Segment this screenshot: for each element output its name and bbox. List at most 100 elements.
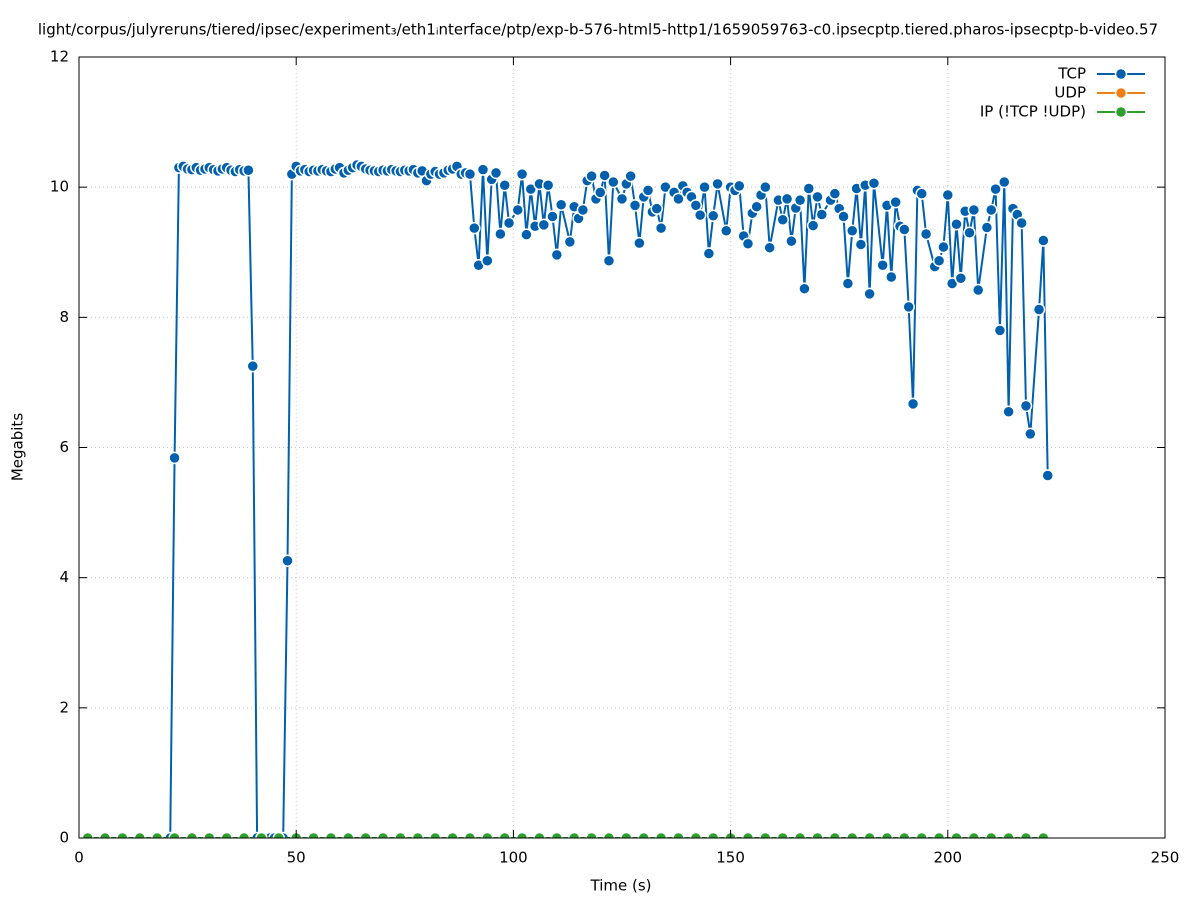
data-point xyxy=(1015,216,1028,230)
data-point xyxy=(515,167,529,181)
data-point xyxy=(915,187,928,200)
data-point xyxy=(1019,831,1033,838)
data-point xyxy=(168,451,181,465)
data-point xyxy=(602,831,616,838)
data-point xyxy=(889,195,902,209)
data-point xyxy=(1041,469,1054,482)
data-point xyxy=(750,200,763,213)
data-point xyxy=(502,216,516,230)
data-point xyxy=(898,223,911,236)
data-point xyxy=(863,287,876,301)
data-point xyxy=(919,227,933,241)
y-tick-label: 0 xyxy=(59,829,69,847)
data-point xyxy=(563,235,577,249)
data-point xyxy=(1024,427,1037,441)
data-point xyxy=(1019,399,1033,413)
data-point xyxy=(802,182,816,195)
data-point xyxy=(598,169,611,182)
data-point xyxy=(967,203,981,217)
data-point xyxy=(828,187,842,200)
y-tick-label: 12 xyxy=(50,48,69,66)
data-point xyxy=(272,831,286,838)
data-point xyxy=(776,213,789,226)
data-point xyxy=(806,219,820,232)
data-point xyxy=(711,177,724,191)
data-point xyxy=(741,237,755,251)
x-tick-label: 150 xyxy=(716,849,745,867)
data-point xyxy=(133,831,147,838)
plot-area xyxy=(81,158,1054,838)
data-point xyxy=(463,167,477,181)
legend-marker xyxy=(1114,105,1128,119)
data-point xyxy=(902,300,915,314)
data-point xyxy=(798,282,811,295)
data-point xyxy=(411,831,425,838)
y-tick-label: 8 xyxy=(59,308,69,326)
data-point xyxy=(941,188,955,202)
data-point xyxy=(1037,234,1050,247)
data-point xyxy=(980,221,994,234)
data-point xyxy=(637,831,650,838)
data-point xyxy=(654,831,668,838)
x-axis-label: Time (s) xyxy=(590,877,652,895)
data-point xyxy=(759,180,772,194)
data-point xyxy=(594,186,607,199)
data-point xyxy=(203,831,216,838)
data-point xyxy=(554,198,568,211)
data-point xyxy=(906,397,920,411)
data-point xyxy=(963,226,976,239)
data-point xyxy=(546,210,559,223)
data-point xyxy=(863,831,876,838)
legend-label: UDP xyxy=(1054,84,1086,102)
data-point xyxy=(515,831,529,838)
data-point xyxy=(607,175,620,189)
data-point xyxy=(246,359,260,373)
data-point xyxy=(776,831,789,838)
legend-label: TCP xyxy=(1057,65,1086,83)
data-point xyxy=(950,218,963,231)
data-point xyxy=(845,224,859,238)
data-point xyxy=(989,182,1002,196)
data-point xyxy=(185,831,199,838)
data-point xyxy=(620,831,633,838)
y-tick-label: 4 xyxy=(59,568,69,586)
data-point xyxy=(481,254,494,267)
data-point xyxy=(150,831,164,838)
data-point xyxy=(585,831,598,838)
data-point xyxy=(837,210,850,223)
data-point xyxy=(998,175,1011,189)
x-tick-label: 250 xyxy=(1151,849,1180,867)
data-point xyxy=(481,831,494,838)
data-point xyxy=(967,831,981,838)
data-point xyxy=(993,324,1007,337)
data-point xyxy=(281,554,294,567)
data-point xyxy=(628,199,642,212)
data-point xyxy=(950,831,963,838)
x-tick-label: 0 xyxy=(74,849,84,867)
data-point xyxy=(702,247,716,260)
data-point xyxy=(793,831,807,838)
axes: 0 50 100 150 200 250 0 2 4 6 8 10 12 xyxy=(50,48,1179,867)
data-point xyxy=(811,831,824,838)
data-point xyxy=(984,203,998,217)
data-point xyxy=(1002,405,1015,418)
data-point xyxy=(428,831,442,838)
data-point xyxy=(811,190,824,204)
y-tick-label: 6 xyxy=(59,438,69,456)
data-point xyxy=(763,241,776,254)
data-point xyxy=(498,178,511,192)
data-point xyxy=(624,169,637,183)
data-point xyxy=(550,248,564,262)
data-point xyxy=(98,831,112,838)
data-point xyxy=(841,277,855,290)
data-point xyxy=(693,208,707,222)
data-point xyxy=(307,831,320,838)
data-point xyxy=(1037,831,1050,838)
data-point xyxy=(793,193,807,207)
data-point xyxy=(394,831,407,838)
data-point xyxy=(733,179,746,193)
data-point xyxy=(915,831,928,838)
data-point xyxy=(615,192,629,206)
y-tick-label: 10 xyxy=(50,178,69,196)
